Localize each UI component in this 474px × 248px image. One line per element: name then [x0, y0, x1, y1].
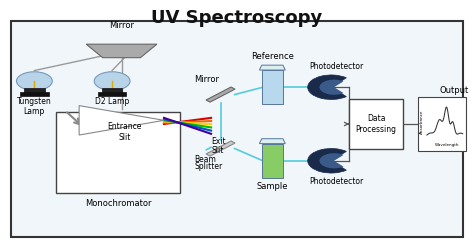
Text: Mirror: Mirror [109, 21, 134, 30]
Bar [419, 97, 465, 151]
Text: Photodetector: Photodetector [309, 177, 363, 186]
Bar [262, 70, 283, 104]
Text: Data
Processing: Data Processing [356, 114, 397, 134]
Bar [11, 21, 463, 237]
Text: Photodetector: Photodetector [309, 62, 363, 71]
Wedge shape [319, 153, 344, 168]
Text: Monochromator: Monochromator [85, 199, 151, 208]
Text: Wavelength: Wavelength [435, 143, 459, 147]
Text: Splitter: Splitter [195, 162, 223, 171]
Text: D2 Lamp: D2 Lamp [95, 97, 129, 106]
Text: Reference: Reference [251, 53, 294, 62]
Bar [349, 99, 403, 149]
Bar [98, 92, 126, 96]
Bar [55, 112, 181, 193]
Polygon shape [206, 141, 235, 156]
Text: Output: Output [439, 86, 468, 94]
Polygon shape [206, 87, 235, 102]
Text: Entrance: Entrance [107, 122, 141, 130]
Circle shape [17, 72, 52, 91]
Polygon shape [259, 65, 285, 70]
Text: Tungsten
Lamp: Tungsten Lamp [17, 97, 52, 116]
Text: UV Spectroscopy: UV Spectroscopy [151, 9, 323, 27]
Circle shape [94, 72, 130, 91]
Wedge shape [308, 149, 346, 173]
Text: Slit: Slit [118, 133, 130, 142]
Text: Slit: Slit [211, 147, 223, 155]
Bar [102, 88, 122, 93]
Bar [24, 88, 45, 93]
Text: Mirror: Mirror [195, 75, 219, 84]
Wedge shape [308, 75, 346, 99]
Bar [262, 144, 283, 178]
Bar [20, 92, 48, 96]
Text: Sample: Sample [256, 182, 288, 191]
Text: Absorbance: Absorbance [420, 109, 424, 134]
Polygon shape [259, 139, 285, 144]
Text: Beam: Beam [195, 155, 217, 164]
Text: Exit: Exit [211, 137, 226, 146]
Wedge shape [319, 80, 344, 95]
Polygon shape [79, 106, 164, 135]
Polygon shape [86, 44, 157, 58]
